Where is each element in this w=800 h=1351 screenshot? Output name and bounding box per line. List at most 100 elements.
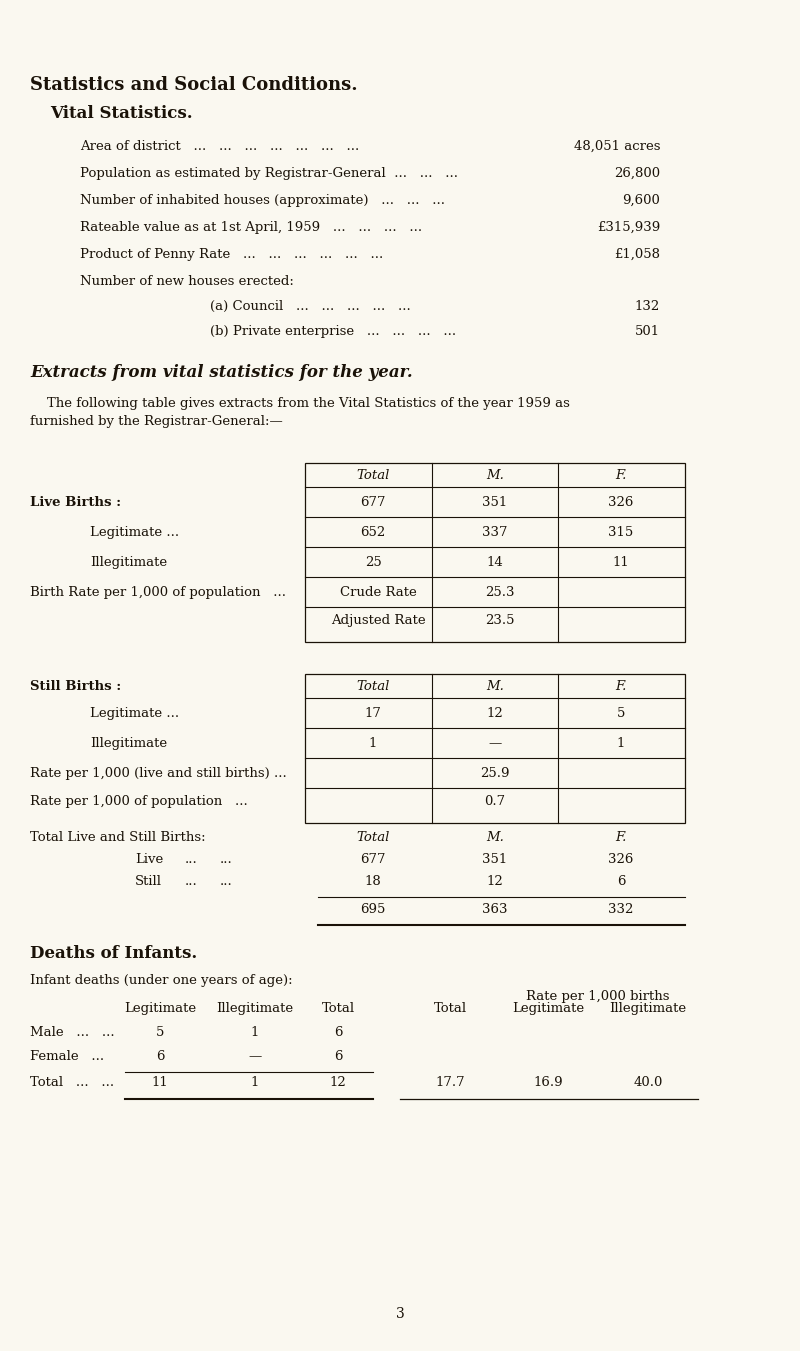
Text: Legitimate ...: Legitimate ... xyxy=(90,707,179,720)
Text: Number of inhabited houses (approximate)   ...   ...   ...: Number of inhabited houses (approximate)… xyxy=(80,195,445,207)
Text: —: — xyxy=(248,1050,262,1063)
Text: ...: ... xyxy=(185,875,198,888)
Text: 1: 1 xyxy=(251,1075,259,1089)
Text: 12: 12 xyxy=(486,875,503,888)
Text: 351: 351 xyxy=(482,852,508,866)
Text: M.: M. xyxy=(486,469,504,482)
Text: £315,939: £315,939 xyxy=(597,222,660,234)
Text: Deaths of Infants.: Deaths of Infants. xyxy=(30,944,198,962)
Text: ...: ... xyxy=(185,852,198,866)
Text: Birth Rate per 1,000 of population   ...: Birth Rate per 1,000 of population ... xyxy=(30,586,286,598)
Text: M.: M. xyxy=(486,831,504,844)
Text: ...: ... xyxy=(220,875,233,888)
Text: 363: 363 xyxy=(482,902,508,916)
Text: 16.9: 16.9 xyxy=(533,1075,563,1089)
Text: 337: 337 xyxy=(482,526,508,539)
Text: 501: 501 xyxy=(635,326,660,338)
Text: Illegitimate: Illegitimate xyxy=(610,1002,686,1015)
Text: 25.3: 25.3 xyxy=(486,586,514,598)
Text: 332: 332 xyxy=(608,902,634,916)
Text: 48,051 acres: 48,051 acres xyxy=(574,141,660,153)
Text: Statistics and Social Conditions.: Statistics and Social Conditions. xyxy=(30,76,358,95)
Text: 12: 12 xyxy=(486,707,503,720)
Text: —: — xyxy=(488,738,502,750)
Text: Population as estimated by Registrar-General  ...   ...   ...: Population as estimated by Registrar-Gen… xyxy=(80,168,458,180)
Text: Vital Statistics.: Vital Statistics. xyxy=(50,105,193,122)
Text: 351: 351 xyxy=(482,496,508,509)
Text: Legitimate: Legitimate xyxy=(512,1002,584,1015)
Text: Adjusted Rate: Adjusted Rate xyxy=(330,613,426,627)
Text: 17.7: 17.7 xyxy=(435,1075,465,1089)
Text: 11: 11 xyxy=(613,557,630,569)
Bar xyxy=(305,674,685,823)
Text: ...: ... xyxy=(220,852,233,866)
Text: 9,600: 9,600 xyxy=(622,195,660,207)
Text: Crude Rate: Crude Rate xyxy=(340,586,416,598)
Text: Live: Live xyxy=(135,852,163,866)
Text: Illegitimate: Illegitimate xyxy=(217,1002,294,1015)
Text: 695: 695 xyxy=(360,902,386,916)
Text: 652: 652 xyxy=(360,526,386,539)
Text: Illegitimate: Illegitimate xyxy=(90,738,167,750)
Text: Total   ...   ...: Total ... ... xyxy=(30,1075,114,1089)
Text: 1: 1 xyxy=(369,738,377,750)
Text: (a) Council   ...   ...   ...   ...   ...: (a) Council ... ... ... ... ... xyxy=(210,300,410,313)
Text: Total: Total xyxy=(356,831,390,844)
Text: Total: Total xyxy=(356,680,390,693)
Text: 6: 6 xyxy=(334,1050,342,1063)
Text: Female   ...: Female ... xyxy=(30,1050,104,1063)
Text: Number of new houses erected:: Number of new houses erected: xyxy=(80,276,294,288)
Text: (b) Private enterprise   ...   ...   ...   ...: (b) Private enterprise ... ... ... ... xyxy=(210,326,456,338)
Text: Legitimate ...: Legitimate ... xyxy=(90,526,179,539)
Text: Male   ...   ...: Male ... ... xyxy=(30,1025,114,1039)
Text: 677: 677 xyxy=(360,852,386,866)
Text: 6: 6 xyxy=(617,875,626,888)
Text: 23.5: 23.5 xyxy=(486,613,514,627)
Text: 12: 12 xyxy=(330,1075,346,1089)
Text: F.: F. xyxy=(615,469,626,482)
Text: Total: Total xyxy=(434,1002,466,1015)
Text: 11: 11 xyxy=(152,1075,168,1089)
Text: Total Live and Still Births:: Total Live and Still Births: xyxy=(30,831,206,844)
Text: F.: F. xyxy=(615,680,626,693)
Text: 6: 6 xyxy=(334,1025,342,1039)
Text: 25: 25 xyxy=(365,557,382,569)
Text: Still: Still xyxy=(135,875,162,888)
Text: 25.9: 25.9 xyxy=(480,767,510,780)
Text: 3: 3 xyxy=(396,1306,404,1321)
Text: The following table gives extracts from the Vital Statistics of the year 1959 as: The following table gives extracts from … xyxy=(30,397,570,409)
Text: 5: 5 xyxy=(156,1025,164,1039)
Text: Area of district   ...   ...   ...   ...   ...   ...   ...: Area of district ... ... ... ... ... ...… xyxy=(80,141,359,153)
Text: furnished by the Registrar-General:—: furnished by the Registrar-General:— xyxy=(30,415,282,428)
Text: 26,800: 26,800 xyxy=(614,168,660,180)
Text: 6: 6 xyxy=(156,1050,164,1063)
Text: 5: 5 xyxy=(617,707,625,720)
Text: Still Births :: Still Births : xyxy=(30,680,122,693)
Text: 326: 326 xyxy=(608,496,634,509)
Text: Product of Penny Rate   ...   ...   ...   ...   ...   ...: Product of Penny Rate ... ... ... ... ..… xyxy=(80,249,383,261)
Text: 18: 18 xyxy=(365,875,382,888)
Text: Rate per 1,000 (live and still births) ...: Rate per 1,000 (live and still births) .… xyxy=(30,767,286,780)
Text: 14: 14 xyxy=(486,557,503,569)
Text: Rate per 1,000 of population   ...: Rate per 1,000 of population ... xyxy=(30,794,248,808)
Text: F.: F. xyxy=(615,831,626,844)
Text: Legitimate: Legitimate xyxy=(124,1002,196,1015)
Text: 326: 326 xyxy=(608,852,634,866)
Text: 17: 17 xyxy=(365,707,382,720)
Text: 132: 132 xyxy=(634,300,660,313)
Text: Infant deaths (under one years of age):: Infant deaths (under one years of age): xyxy=(30,974,293,988)
Text: Total: Total xyxy=(322,1002,354,1015)
Text: Live Births :: Live Births : xyxy=(30,496,121,509)
Bar xyxy=(305,463,685,642)
Text: Illegitimate: Illegitimate xyxy=(90,557,167,569)
Text: 40.0: 40.0 xyxy=(634,1075,662,1089)
Text: 0.7: 0.7 xyxy=(485,794,506,808)
Text: Rateable value as at 1st April, 1959   ...   ...   ...   ...: Rateable value as at 1st April, 1959 ...… xyxy=(80,222,422,234)
Text: Extracts from vital statistics for the year.: Extracts from vital statistics for the y… xyxy=(30,363,413,381)
Text: 677: 677 xyxy=(360,496,386,509)
Text: Rate per 1,000 births: Rate per 1,000 births xyxy=(526,990,670,1002)
Text: 1: 1 xyxy=(251,1025,259,1039)
Text: Total: Total xyxy=(356,469,390,482)
Text: 315: 315 xyxy=(608,526,634,539)
Text: £1,058: £1,058 xyxy=(614,249,660,261)
